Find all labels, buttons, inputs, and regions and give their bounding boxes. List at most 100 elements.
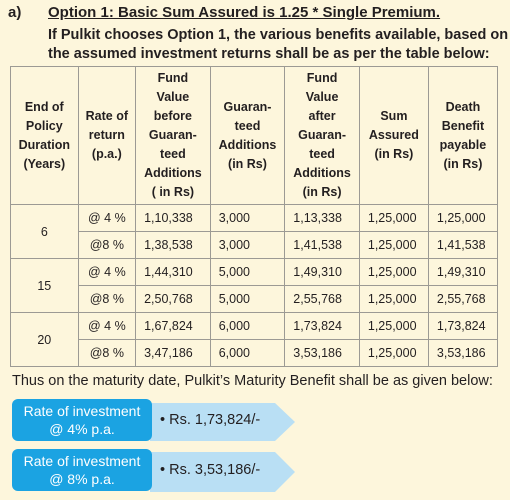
cell: 6,000 xyxy=(209,312,286,340)
header-line: (in Rs) xyxy=(228,156,267,171)
cell: 1,73,824 xyxy=(284,312,360,340)
data-row: 6 @ 4 % 1,10,338 3,000 1,13,338 1,25,000 1,25,… xyxy=(10,204,499,259)
header-line: payable xyxy=(439,137,487,152)
cell: 1,49,310 xyxy=(427,258,499,286)
cell: 2,50,768 xyxy=(135,285,211,313)
cell: 1,25,000 xyxy=(358,339,429,367)
section-title: Option 1: Basic Sum Assured is 1.25 * Si… xyxy=(48,4,441,21)
header-cell: Death Benefit payable (in Rs) xyxy=(427,66,499,205)
bullet: • xyxy=(160,462,170,478)
header-line: Fund xyxy=(306,71,338,85)
cell: 1,38,538 xyxy=(135,231,211,259)
header-line: (in Rs) xyxy=(302,185,342,199)
header-line: Fund xyxy=(157,71,189,85)
amount-text: Rs. 3,53,186/- xyxy=(169,462,261,478)
cell: 1,25,000 xyxy=(358,312,429,340)
cell: 3,000 xyxy=(209,204,286,232)
arrow xyxy=(150,452,295,492)
header-cell: Rate of return (p.a.) xyxy=(77,66,137,205)
data-row: @8 % 1,38,538 3,000 1,41,538 1,25,000 1,41,53… xyxy=(11,231,499,259)
header-cell: Fund Value after Guaran-teed Additions (in Rs… xyxy=(284,66,360,205)
duration-cell: 6 xyxy=(10,204,79,259)
cell: @8 % xyxy=(77,339,137,367)
cell: @8 % xyxy=(77,231,137,259)
header-line: Additions xyxy=(218,137,277,152)
data-row: 20 @ 4 % 1,67,824 6,000 1,73,824 1,25,000 1,73… xyxy=(10,312,499,367)
header-line: Value xyxy=(156,90,190,104)
cell: 1,41,538 xyxy=(427,231,499,259)
cell: 2,55,768 xyxy=(427,285,499,313)
cell: 1,25,000 xyxy=(358,231,429,259)
header-line: teed xyxy=(234,118,261,133)
header-cell: Fund Value before Guaran-teed Additions ( in … xyxy=(135,66,211,205)
header-line: Duration xyxy=(18,137,70,152)
header-line: (in Rs) xyxy=(443,156,483,171)
cell: 1,25,000 xyxy=(358,285,429,313)
header-cell: End of Policy Duration (Years) xyxy=(10,66,79,205)
rate-box: Rate of investment @ 8% p.a. xyxy=(12,449,152,491)
header-line: before xyxy=(153,109,192,123)
conclusion: Thus on the maturity date, Pulkit’s Matu… xyxy=(12,373,493,389)
header-line: teed xyxy=(160,147,186,161)
benefit-table: End of Policy Duration (Years) Rate of return… xyxy=(10,66,499,367)
header-cell: Sum Assured (in Rs) xyxy=(358,66,429,205)
cell: 1,25,000 xyxy=(358,258,429,286)
cell: 2,55,768 xyxy=(284,285,360,313)
data-row: 15 @ 4 % 1,44,310 5,000 1,49,310 1,25,000 1,49… xyxy=(10,258,499,313)
duration-cell: 15 xyxy=(10,258,79,313)
cell: 1,44,310 xyxy=(135,258,211,286)
header-line: teed xyxy=(309,147,335,161)
bullet: • xyxy=(160,412,170,428)
header-line: Policy xyxy=(25,118,63,133)
header-line: Additions xyxy=(293,166,351,180)
cell: @ 4 % xyxy=(77,258,137,286)
header-line: End of xyxy=(24,99,64,114)
intro-line: the assumed investment returns shall be … xyxy=(48,46,490,62)
header-line: Benefit xyxy=(441,118,485,133)
cell: 1,25,000 xyxy=(427,204,499,232)
header-line: Guaran- xyxy=(298,128,347,142)
rate-line: Rate of investment xyxy=(23,403,141,419)
header-row: End of Policy Duration (Years) Rate of return… xyxy=(10,66,499,205)
cell: 1,67,824 xyxy=(135,312,211,340)
header-line: (Years) xyxy=(23,156,66,171)
cell: 1,41,538 xyxy=(284,231,360,259)
intro: If Pulkit chooses Option 1, the various … xyxy=(48,26,508,64)
arrows xyxy=(150,403,295,492)
cell: 3,53,186 xyxy=(427,339,499,367)
cell: 3,53,186 xyxy=(284,339,360,367)
header-line: Value xyxy=(305,90,339,104)
header-line: Additions xyxy=(144,166,202,180)
cell: 1,10,338 xyxy=(135,204,211,232)
header-line: Rate of xyxy=(85,109,129,123)
cell: 3,000 xyxy=(209,231,286,259)
header-line: (p.a.) xyxy=(91,147,122,161)
amount: • Rs. 1,73,824/- xyxy=(160,412,260,428)
header-line: Sum xyxy=(380,109,408,123)
cell: @8 % xyxy=(77,285,137,313)
amount: • Rs. 3,53,186/- xyxy=(160,462,260,478)
duration-cell: 20 xyxy=(10,312,79,367)
cell: 1,13,338 xyxy=(284,204,360,232)
cell: 1,49,310 xyxy=(284,258,360,286)
section-label: a) xyxy=(8,4,22,21)
data-row: @8 % 3,47,186 6,000 3,53,186 1,25,000 3,53,18… xyxy=(11,339,499,367)
header-line: Death xyxy=(445,99,481,114)
rate-line: @ 4% p.a. xyxy=(49,421,115,437)
header-line: ( in Rs) xyxy=(151,185,195,199)
header-line: Guaran- xyxy=(223,99,272,114)
arrow xyxy=(150,403,295,441)
data-row: @8 % 2,50,768 5,000 2,55,768 1,25,000 2,55,76… xyxy=(11,285,499,313)
intro-line: If Pulkit chooses Option 1, the various … xyxy=(48,27,509,43)
header-line: after xyxy=(308,109,336,123)
cell: @ 4 % xyxy=(77,204,137,232)
rate-line: @ 8% p.a. xyxy=(49,471,115,487)
rate-line: Rate of investment xyxy=(23,453,141,469)
header-line: return xyxy=(88,128,125,142)
amount-text: Rs. 1,73,824/- xyxy=(169,412,261,428)
cell: 1,73,824 xyxy=(427,312,499,340)
rate-box: Rate of investment @ 4% p.a. xyxy=(12,399,152,441)
cell: 3,47,186 xyxy=(135,339,211,367)
cell: 5,000 xyxy=(209,258,286,286)
